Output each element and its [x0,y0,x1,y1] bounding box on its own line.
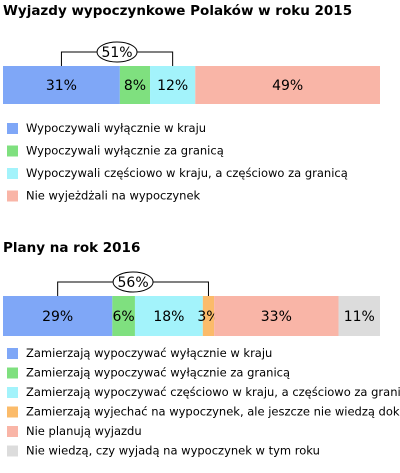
legend-swatch [7,445,18,457]
segment-value-label: 18% [153,309,184,325]
legend-swatch [7,348,18,359]
legend-entry: Nie wyjeżdżali na wypoczynek [26,189,201,203]
legend-entry: Wypoczywali wyłącznie w kraju [26,121,206,135]
legend-entry: Zamierzają wyjechać na wypoczynek, ale j… [26,405,400,419]
bar-segment [3,66,120,104]
chart-title: Wyjazdy wypoczynkowe Polaków w roku 2015 [3,3,352,19]
legend-entry: Nie planują wyjazdu [26,424,142,438]
bracket-bubble [112,271,154,293]
chart-2016: Plany na rok 2016 56% 29% 6% 18% 3% 33% 11% Z… [3,240,400,458]
bar-segment [214,296,339,336]
bracket-bubble [96,41,138,63]
chart-2015: Wyjazdy wypoczynkowe Polaków w roku 2015… [3,3,380,203]
bracket-label: 51% [101,45,132,61]
bar-segment [3,296,113,336]
segment-value-label: 6% [113,309,135,325]
legend-entry: Wypoczywali częściowo w kraju, a częścio… [26,166,348,180]
bar-segment [134,296,203,336]
legend-entry: Zamierzają wypoczywać częściowo w kraju,… [26,385,400,399]
legend-entry: Zamierzają wypoczywać wyłącznie za grani… [26,366,290,380]
segment-value-label: 12% [157,78,188,94]
bar-segment [112,296,135,336]
legend-entry: Nie wiedzą, czy wyjadą na wypoczynek w t… [26,444,320,458]
bars-2016: 29% 6% 18% 3% 33% 11% [3,296,380,336]
segment-value-label: 3% [197,309,219,325]
legend-2016: Zamierzają wypoczywać wyłącznie w kraju Z… [7,346,400,458]
bars-2015: 31% 8% 12% 49% [3,66,380,104]
legend-2015: Wypoczywali wyłącznie w kraju Wypoczywali… [7,121,348,203]
legend-swatch [7,123,18,134]
bar-segment [150,66,196,104]
legend-swatch [7,168,18,179]
legend-entry: Wypoczywali wyłącznie za granicą [26,144,224,158]
segment-value-label: 49% [272,78,303,94]
bracket-2015: 51% [60,41,174,66]
legend-swatch [7,367,18,379]
bracket-label: 56% [118,275,149,291]
bar-segment [202,296,215,336]
legend-entry: Zamierzają wypoczywać wyłącznie w kraju [26,346,272,360]
legend-swatch [7,145,18,157]
segment-value-label: 29% [42,309,73,325]
segment-value-label: 33% [261,309,292,325]
chart-title: Plany na rok 2016 [3,240,140,256]
segment-value-label: 11% [344,309,375,325]
bracket-2016: 56% [57,271,209,296]
legend-swatch [7,406,18,418]
bar-segment [195,66,380,104]
legend-swatch [7,190,18,202]
legend-swatch [7,426,18,437]
legend-swatch [7,387,18,398]
bar-segment [119,66,151,104]
segment-value-label: 8% [124,78,146,94]
bar-segment [338,296,380,336]
segment-value-label: 31% [46,78,77,94]
